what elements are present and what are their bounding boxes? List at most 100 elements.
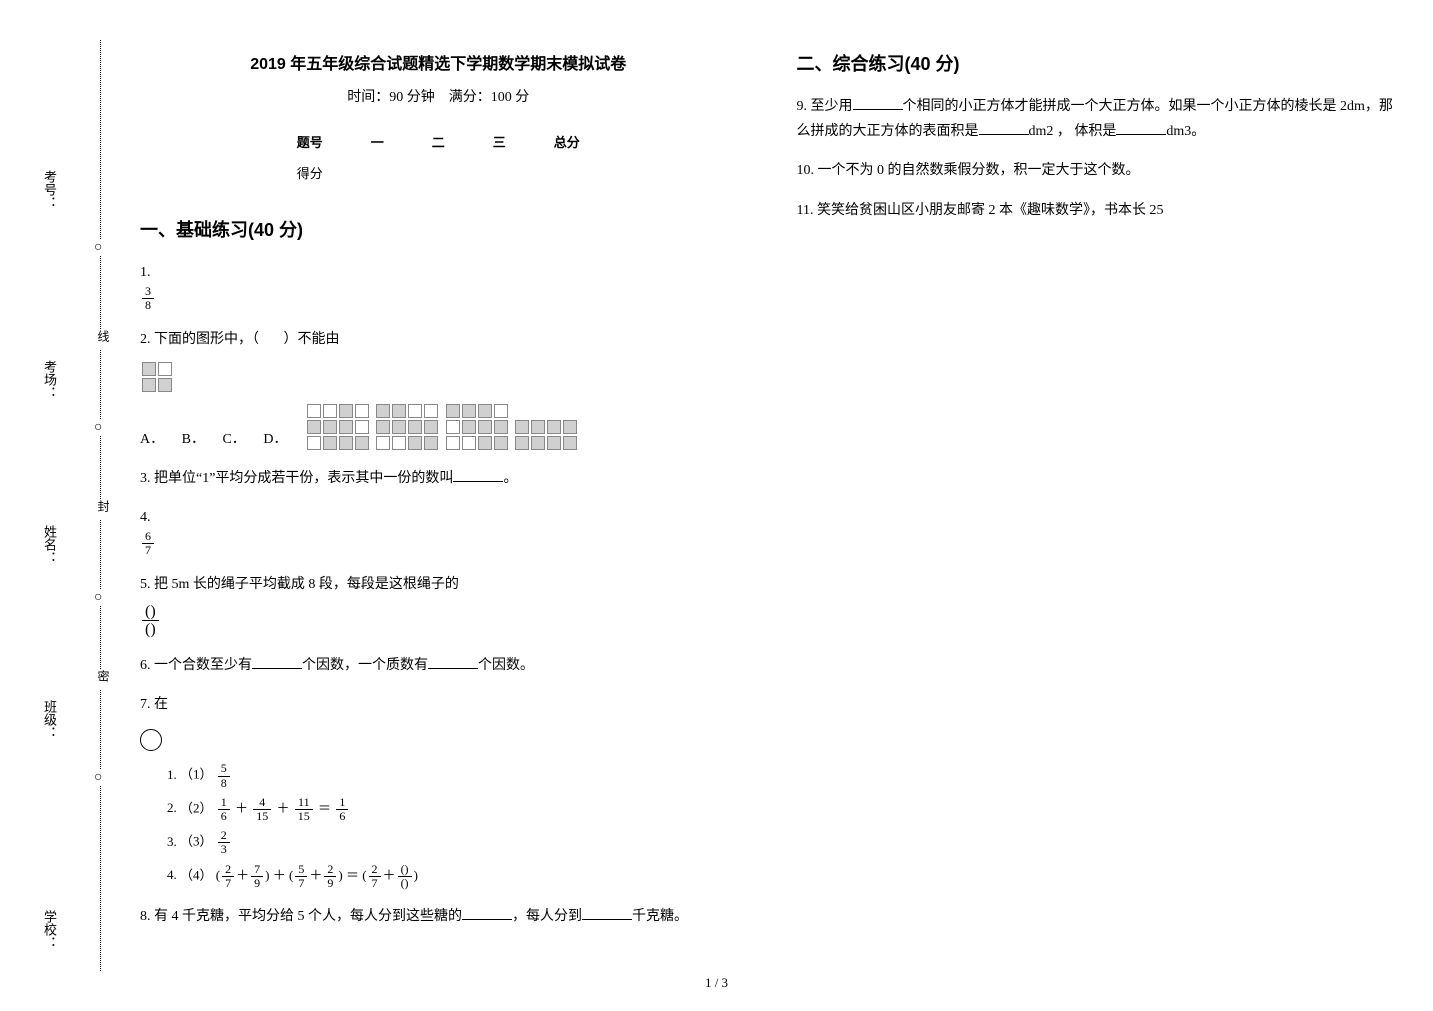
q7-s2-t3n: 11 [295, 796, 313, 810]
page-content: 2019 年五年级综合试题精选下学期数学期末模拟试卷 时间：90 分钟 满分：1… [140, 50, 1393, 930]
q7-s4-lp2: ( [289, 867, 293, 882]
q8-blank-2 [582, 906, 632, 920]
shape-d [513, 418, 579, 452]
q7-s4-c2n: () [398, 863, 412, 877]
q4-frac-num: 6 [142, 530, 154, 544]
question-4: 4. 6 7 [140, 505, 737, 558]
q5-fraction: () () [142, 603, 159, 639]
q6-blank-1 [252, 655, 302, 669]
q7-s2-t2d: 15 [253, 810, 271, 823]
q7-s4-eq: ＝ [346, 867, 359, 882]
q8-text-a: 有 4 千克糖，平均分给 5 个人，每人分到这些糖的 [154, 909, 462, 924]
q6-text-a: 一个合数至少有 [154, 658, 252, 673]
binding-seal-mi: 密 [95, 670, 112, 690]
q7-s4-rp1: ) [265, 867, 269, 882]
q9-text-a: 至少用 [811, 99, 853, 114]
q9-blank-2 [979, 121, 1029, 135]
binding-seal-feng: 封 [95, 500, 112, 520]
q7-sub3-label: （3） [180, 834, 213, 849]
q6-blank-2 [428, 655, 478, 669]
q7-s4-a1n: 2 [222, 863, 234, 877]
q7-sub2: （2） 16 ＋ 415 ＋ 1115 ＝ 16 [180, 796, 737, 823]
exam-subtitle: 时间：90 分钟 满分：100 分 [140, 86, 737, 106]
q7-s4-b1n: 5 [295, 863, 307, 877]
q2-text-b: ）不能由 [284, 332, 340, 347]
q7-s4-c2d: () [398, 877, 412, 890]
q7-sub1: （1） 58 [180, 762, 737, 789]
q2-choice-a-label: A． [140, 432, 164, 447]
q7-s2-t4d: 6 [336, 810, 348, 823]
q5-text: 把 5m 长的绳子平均截成 8 段，每段是这根绳子的 [154, 577, 459, 592]
q7-s3-d: 3 [218, 843, 230, 856]
q1-frac-den: 8 [142, 299, 154, 312]
q7-s1-n: 5 [218, 762, 230, 776]
binding-label-name: 姓名： [40, 525, 59, 564]
q4-fraction: 6 7 [142, 530, 154, 557]
binding-label-room: 考场： [40, 360, 59, 399]
q7-s4-p3: ＋ [383, 867, 396, 882]
score-table: 题号 一 二 三 总分 得分 [273, 126, 604, 188]
q7-sub1-label: （1） [180, 767, 213, 782]
score-row-label: 得分 [273, 157, 347, 188]
shape-b [374, 402, 440, 452]
q7-s2-t1n: 1 [218, 796, 230, 810]
q7-s4-lp3: ( [362, 867, 366, 882]
q2-base-shape [140, 360, 737, 394]
shape-base [140, 360, 174, 394]
q7-s2-p1: ＋ [235, 800, 248, 815]
question-7: 7. 在 （1） 58 （2） 16 ＋ 415 ＋ 1115 ＝ 16 （3）… [140, 692, 737, 890]
q7-s4-pm: ＋ [273, 867, 286, 882]
shape-a [305, 402, 371, 452]
q7-s4-p2: ＋ [309, 867, 322, 882]
q7-s2-p2: ＋ [277, 800, 290, 815]
page-number: 1 / 3 [705, 975, 728, 991]
q7-sublist: （1） 58 （2） 16 ＋ 415 ＋ 1115 ＝ 16 （3） 23 （… [180, 762, 737, 890]
binding-circle-2: ○ [94, 420, 102, 436]
q7-s4-a2n: 7 [251, 863, 263, 877]
q2-choices: A． B． C． D． [140, 402, 737, 452]
section-2-heading: 二、综合练习(40 分) [797, 50, 1394, 76]
question-9: 9. 至少用个相同的小正方体才能拼成一个大正方体。如果一个小正方体的棱长是 2d… [797, 94, 1394, 144]
binding-circle-3: ○ [94, 590, 102, 606]
q7-s4-rp3: ) [414, 867, 418, 882]
q4-num: 4. [140, 505, 737, 530]
q6-text-c: 个因数。 [478, 658, 534, 673]
q7-s4-c1n: 2 [369, 863, 381, 877]
q9-blank-3 [1116, 121, 1166, 135]
binding-margin: 考号： ○ 线 考场： ○ 封 姓名： ○ 密 班级： ○ 学校： [40, 30, 120, 981]
score-value-row: 得分 [273, 157, 604, 188]
score-col-1: 一 [347, 126, 408, 157]
question-6: 6. 一个合数至少有个因数，一个质数有个因数。 [140, 653, 737, 678]
q9-text-c: dm2 ， 体积是 [1029, 124, 1117, 139]
q3-text-b: 。 [503, 471, 517, 486]
q2-num: 2. [140, 332, 151, 347]
q2-choice-c-label: C． [222, 432, 245, 447]
q1-num: 1. [140, 260, 737, 285]
score-header-row: 题号 一 二 三 总分 [273, 126, 604, 157]
full-label: 满分： [449, 90, 491, 105]
q11-text: 笑笑给贫困山区小朋友邮寄 2 本《趣味数学》，书本长 25 [817, 203, 1164, 218]
q7-text: 在 [154, 697, 168, 712]
q7-s4-b2d: 9 [324, 877, 336, 890]
q7-sub4: （4） (27＋79) ＋ (57＋29) ＝ (27＋()()) [180, 863, 737, 890]
q7-s2-t2n: 4 [253, 796, 271, 810]
q7-s2-t4n: 1 [336, 796, 348, 810]
q7-s4-lp1: ( [216, 867, 220, 882]
q7-s4-b1d: 7 [295, 877, 307, 890]
q5-num: 5. [140, 577, 151, 592]
binding-label-class: 班级： [40, 700, 59, 739]
q6-text-b: 个因数，一个质数有 [302, 658, 428, 673]
q10-num: 10. [797, 163, 815, 178]
score-col-num: 题号 [273, 126, 347, 157]
q9-num: 9. [797, 99, 808, 114]
q2-choice-d-label: D． [263, 432, 287, 447]
exam-title: 2019 年五年级综合试题精选下学期数学期末模拟试卷 [140, 50, 737, 74]
q7-sub4-label: （4） [180, 867, 213, 882]
binding-circle-1: ○ [94, 240, 102, 256]
binding-label-school: 学校： [40, 910, 59, 949]
q3-text-a: 把单位“1”平均分成若干份，表示其中一份的数叫 [154, 471, 453, 486]
q7-s4-rp2: ) [338, 867, 342, 882]
q7-sub2-label: （2） [180, 800, 213, 815]
q11-num: 11. [797, 203, 814, 218]
q1-fraction: 3 8 [142, 285, 154, 312]
